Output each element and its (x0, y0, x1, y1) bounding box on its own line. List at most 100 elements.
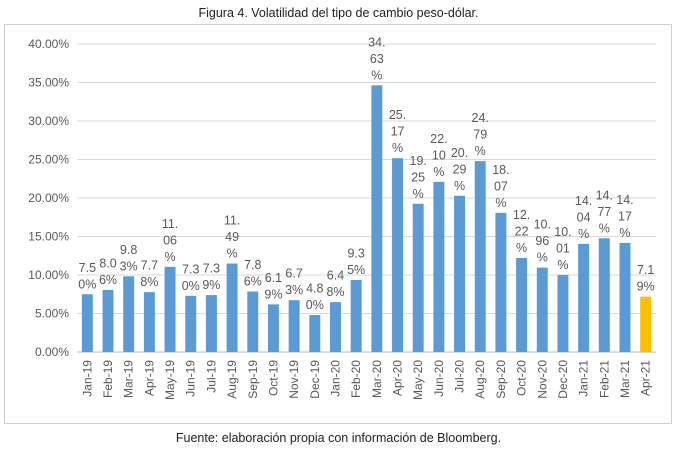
data-label: 3% (285, 283, 303, 297)
x-tick-label: Jan-19 (80, 360, 94, 397)
x-tick-label: Dec-19 (308, 360, 322, 399)
data-label: 63 (370, 52, 384, 66)
bar (81, 294, 93, 352)
bar (536, 267, 548, 352)
x-tick-label: Sep-19 (246, 360, 260, 399)
data-label: % (619, 226, 630, 240)
data-label: 7.5 (79, 261, 96, 275)
bar (309, 315, 321, 352)
data-label: 24. (472, 111, 489, 125)
x-tick-label: Sep-20 (494, 360, 508, 399)
bar (578, 243, 590, 352)
data-label: 7.3 (182, 262, 199, 276)
data-label: % (495, 196, 506, 210)
y-tick-label: 20.00% (28, 191, 69, 205)
x-tick-label: Apr-19 (142, 360, 156, 396)
data-label: 18. (492, 163, 509, 177)
bar (371, 85, 383, 352)
x-tick-label: Nov-19 (287, 360, 301, 399)
data-label: % (578, 227, 589, 241)
x-tick-label: Dec-20 (556, 360, 570, 399)
bar (495, 212, 507, 352)
x-tick-label: Oct-20 (515, 360, 529, 396)
data-label: 17 (391, 125, 405, 139)
bar (205, 295, 217, 352)
x-tick-label: Nov-20 (535, 360, 549, 399)
x-tick-label: Aug-19 (225, 360, 239, 399)
data-label: 7.3 (203, 262, 220, 276)
data-label: % (454, 179, 465, 193)
data-label: 22 (515, 224, 529, 238)
data-label: 6.7 (285, 267, 302, 281)
y-tick-label: 10.00% (28, 268, 69, 282)
bar (516, 257, 528, 352)
bar (288, 300, 300, 352)
bar (330, 302, 341, 352)
data-label: 8% (140, 275, 158, 289)
bar (640, 296, 652, 352)
data-label: 01 (556, 241, 570, 255)
data-label: 22. (430, 132, 447, 146)
data-label: 77 (597, 205, 611, 219)
bar (412, 203, 424, 352)
bar (143, 292, 155, 352)
y-tick-label: 25.00% (28, 153, 69, 167)
chart-source-note: Fuente: elaboración propia con informaci… (175, 431, 502, 445)
data-label: 49 (225, 230, 239, 244)
x-tick-label: Jan-20 (328, 360, 342, 397)
y-tick-label: 0.00% (35, 345, 69, 359)
bar (185, 295, 197, 352)
bar (454, 195, 466, 352)
data-label: 6.1 (265, 271, 282, 285)
data-label: 19. (410, 154, 427, 168)
x-tick-label: Feb-20 (349, 360, 363, 398)
data-label: 6% (244, 274, 262, 288)
bar (474, 161, 486, 352)
data-label: % (392, 141, 403, 155)
data-label: % (475, 144, 486, 158)
data-label: 6.4 (327, 269, 344, 283)
data-label: % (557, 258, 568, 272)
data-label: 20. (451, 146, 468, 160)
bar (226, 263, 238, 352)
x-tick-label: Mar-20 (370, 360, 384, 398)
data-label: 14. (596, 188, 613, 202)
data-label: % (516, 241, 527, 255)
data-label: 12. (513, 208, 530, 222)
bar (102, 289, 114, 352)
data-label: 0% (78, 277, 96, 291)
bar (247, 291, 259, 352)
y-tick-label: 15.00% (28, 230, 69, 244)
data-label: % (433, 165, 444, 179)
x-tick-label: Jan-21 (577, 360, 591, 397)
data-label: 11. (224, 214, 240, 228)
data-label: 10 (432, 148, 446, 162)
y-tick-label: 5.00% (35, 307, 69, 321)
bar-chart: 0.00% 5.00% 10.00% 15.00% 20.00% 25.00% 30.00%… (28, 35, 656, 400)
bar (392, 158, 403, 352)
data-label: 7.8 (244, 258, 261, 272)
data-label: 9.3 (347, 247, 364, 261)
data-label: 14. (575, 194, 592, 208)
data-label: 9% (264, 287, 282, 301)
data-label: 06 (163, 233, 177, 247)
data-label: 4.8 (306, 282, 323, 296)
data-label: % (599, 221, 610, 235)
x-tick-label: Feb-21 (597, 360, 611, 398)
data-label: 7.7 (141, 259, 158, 273)
x-tick-label: Mar-21 (618, 360, 632, 398)
data-label: 3% (120, 259, 138, 273)
data-label: 25 (411, 170, 425, 184)
data-label: % (537, 251, 548, 265)
data-label: 7.1 (637, 263, 654, 277)
x-tick-label: Jun-20 (432, 360, 446, 397)
data-label: 9% (202, 278, 220, 292)
data-label: 9.8 (120, 243, 137, 257)
data-label: 29 (453, 162, 467, 176)
data-label: % (227, 247, 238, 261)
data-label: 0% (306, 298, 324, 312)
data-label: 6% (99, 273, 117, 287)
x-tick-label: Jun-19 (184, 360, 198, 397)
data-label: 25. (389, 108, 406, 122)
data-label: 9% (637, 280, 655, 294)
